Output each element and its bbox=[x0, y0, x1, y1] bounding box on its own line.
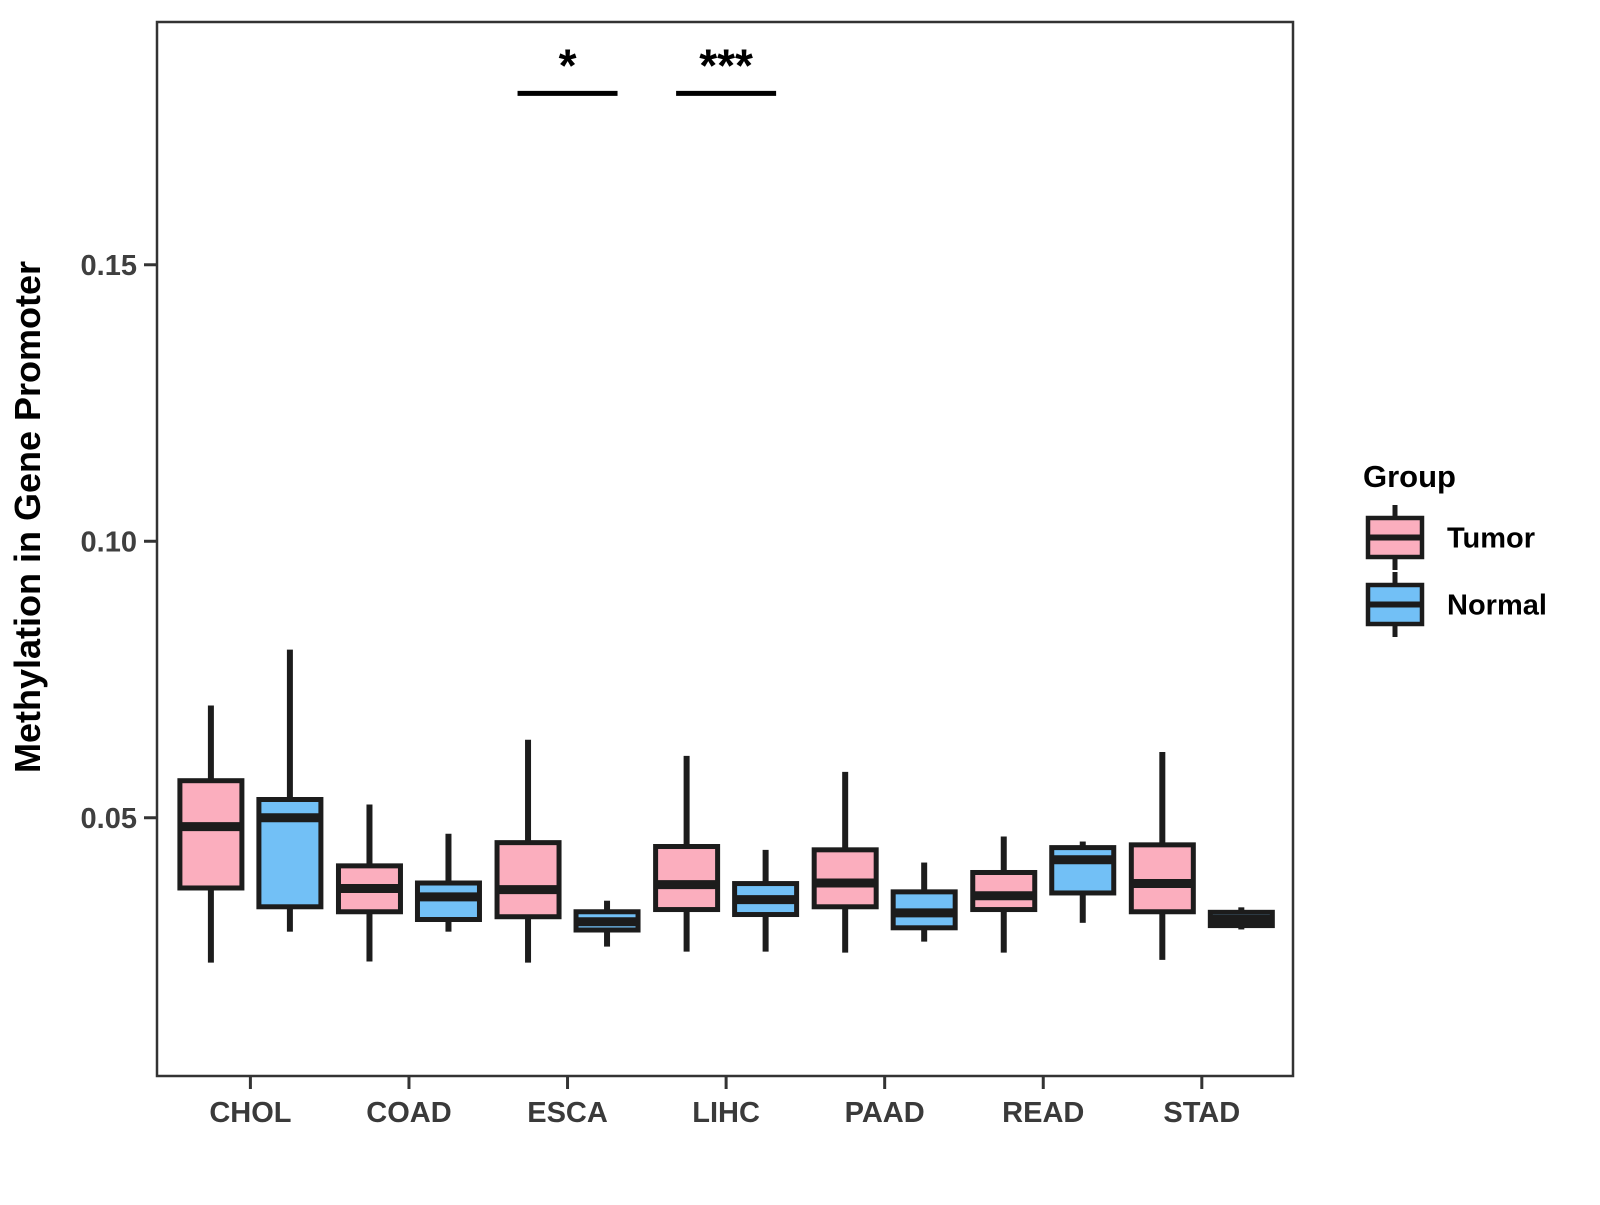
x-tick-label-lihc: LIHC bbox=[692, 1097, 760, 1129]
box-tumor-read bbox=[970, 869, 1038, 913]
legend-label-normal: Normal bbox=[1447, 590, 1547, 622]
x-tick-label-coad: COAD bbox=[366, 1097, 451, 1129]
significance-label-lihc: *** bbox=[699, 39, 753, 91]
box-tumor-esca bbox=[494, 840, 562, 920]
y-tick-label: 0.10 bbox=[81, 526, 137, 558]
legend-label-tumor: Tumor bbox=[1447, 523, 1535, 555]
boxes-layer bbox=[177, 649, 1275, 963]
y-axis-title: Methylation in Gene Promoter bbox=[7, 261, 48, 773]
x-tick-label-stad: STAD bbox=[1163, 1097, 1240, 1129]
x-tick-label-read: READ bbox=[1002, 1097, 1084, 1129]
axes-layer: 0.05 0.10 0.15 CHOL COAD ESCA LIHC PAAD READ STAD bbox=[81, 250, 1241, 1129]
legend-layer: Tumor Normal bbox=[1365, 505, 1547, 637]
box-tumor-paad bbox=[811, 847, 879, 910]
x-tick-label-chol: CHOL bbox=[209, 1097, 291, 1129]
y-tick-label: 0.05 bbox=[81, 803, 137, 835]
legend-title: Group bbox=[1363, 459, 1456, 494]
box-tumor-lihc bbox=[653, 844, 721, 913]
significance-label-esca: * bbox=[559, 39, 577, 91]
x-tick-label-paad: PAAD bbox=[845, 1097, 925, 1129]
box-tumor-chol bbox=[177, 778, 245, 891]
y-tick-label: 0.15 bbox=[81, 250, 137, 282]
significance-layer: * *** bbox=[517, 39, 777, 96]
box-tumor-stad bbox=[1128, 842, 1196, 915]
box-normal-read bbox=[1049, 845, 1117, 896]
x-tick-label-esca: ESCA bbox=[527, 1097, 608, 1129]
